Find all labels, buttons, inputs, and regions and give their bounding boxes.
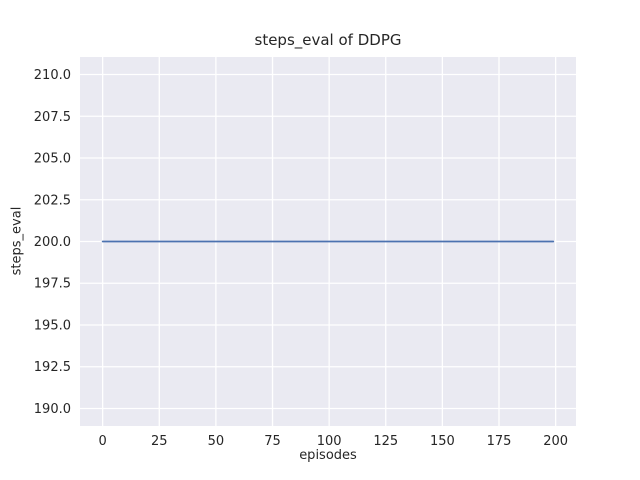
y-tick-label: 192.5 bbox=[34, 360, 71, 375]
y-tick-label: 205.0 bbox=[34, 152, 71, 167]
x-tick-label: 25 bbox=[151, 434, 168, 449]
y-axis-label-text: steps_eval bbox=[9, 206, 25, 276]
x-tick-label: 125 bbox=[373, 434, 398, 449]
x-tick-label: 100 bbox=[317, 434, 342, 449]
y-tick-label: 200.0 bbox=[34, 235, 71, 250]
x-tick-label: 200 bbox=[543, 434, 568, 449]
x-axis-label: episodes bbox=[299, 448, 357, 463]
x-tick-label: 175 bbox=[487, 434, 512, 449]
x-tick-label: 75 bbox=[264, 434, 281, 449]
y-tick-label: 202.5 bbox=[34, 193, 71, 208]
x-tick-label: 0 bbox=[99, 434, 107, 449]
y-tick-label: 210.0 bbox=[34, 68, 71, 83]
x-tick-label: 150 bbox=[430, 434, 455, 449]
y-tick-label: 195.0 bbox=[34, 318, 71, 333]
x-tick-label: 50 bbox=[208, 434, 225, 449]
y-tick-label: 197.5 bbox=[34, 277, 71, 292]
chart-title: steps_eval of DDPG bbox=[254, 31, 402, 49]
y-tick-label: 207.5 bbox=[34, 110, 71, 125]
y-tick-label: 190.0 bbox=[34, 402, 71, 417]
